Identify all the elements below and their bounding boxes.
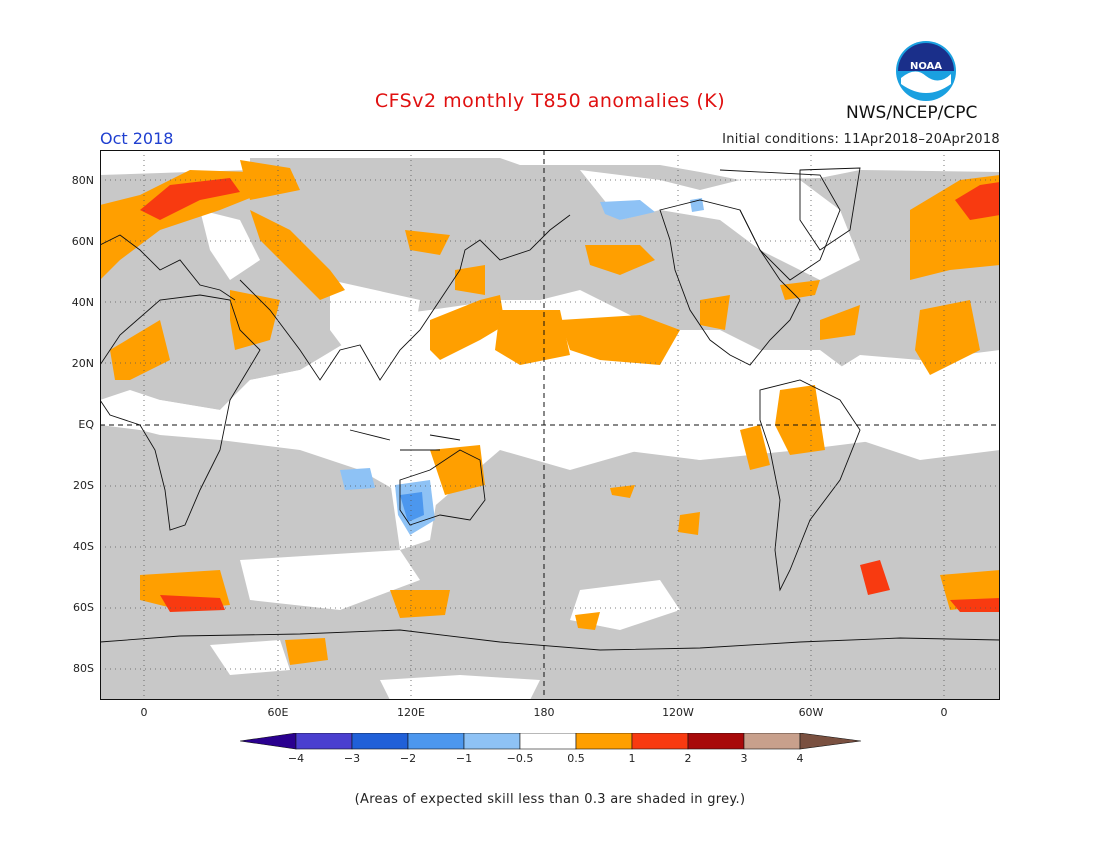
- y-label-60n: 60N: [71, 235, 94, 248]
- colorbar-label-m1: −1: [455, 752, 473, 765]
- x-label-60w: 60W: [798, 706, 824, 719]
- colorbar-gt-p4: [799, 733, 862, 750]
- antarctic-neutral: [210, 640, 540, 700]
- x-label-180: 180: [533, 706, 555, 719]
- x-label-60e: 60E: [267, 706, 289, 719]
- colorbar-label-m4: −4: [287, 752, 305, 765]
- colorbar-p3-p4: [743, 733, 801, 750]
- agency-label: NWS/NCEP/CPC: [846, 103, 978, 123]
- strong-positive-anomalies: [140, 178, 1000, 612]
- colorbar-label-m05: −0.5: [506, 752, 534, 765]
- colorbar-lt-m4: [240, 733, 297, 750]
- initial-conditions: Initial conditions: 11Apr2018–20Apr2018: [722, 132, 1000, 147]
- colorbar-label-p05: 0.5: [567, 752, 585, 765]
- colorbar-m3-m2: [351, 733, 409, 750]
- logo-text: NOAA: [910, 61, 942, 72]
- colorbar-m2-m1: [407, 733, 465, 750]
- y-label-40n: 40N: [71, 296, 94, 309]
- colorbar: [240, 733, 862, 750]
- x-label-0: 0: [140, 706, 148, 719]
- y-label-20n: 20N: [71, 357, 94, 370]
- map-title: CFSv2 monthly T850 anomalies (K): [374, 90, 726, 112]
- colorbar-m1-m05: [463, 733, 521, 750]
- y-label-20s: 20S: [73, 479, 94, 492]
- colorbar-label-p2: 2: [684, 752, 692, 765]
- coastlines: [100, 167, 1000, 651]
- y-label-40s: 40S: [73, 540, 94, 553]
- x-label-120e: 120E: [397, 706, 425, 719]
- negative-anomalies-strong: [400, 492, 424, 522]
- colorbar-label-m3: −3: [343, 752, 361, 765]
- colorbar-label-p3: 3: [740, 752, 748, 765]
- x-label-120w: 120W: [662, 706, 694, 719]
- skill-note: (Areas of expected skill less than 0.3 a…: [354, 792, 746, 807]
- colorbar-label-p4: 4: [796, 752, 804, 765]
- y-label-80s: 80S: [73, 662, 94, 675]
- colorbar-neutral: [519, 733, 577, 750]
- positive-anomalies: [100, 160, 1000, 665]
- colorbar-p1-p2: [631, 733, 689, 750]
- colorbar-m4-m3: [295, 733, 353, 750]
- y-label-eq: EQ: [78, 418, 94, 431]
- colorbar-p05-p1: [575, 733, 633, 750]
- noaa-logo: NOAA: [896, 41, 956, 101]
- anomaly-map: [100, 150, 1000, 700]
- colorbar-label-p1: 1: [628, 752, 636, 765]
- colorbar-label-m2: −2: [399, 752, 417, 765]
- colorbar-p2-p3: [687, 733, 745, 750]
- x-label-0-right: 0: [940, 706, 948, 719]
- forecast-month: Oct 2018: [100, 129, 174, 148]
- y-label-60s: 60S: [73, 601, 94, 614]
- y-label-80n: 80N: [71, 174, 94, 187]
